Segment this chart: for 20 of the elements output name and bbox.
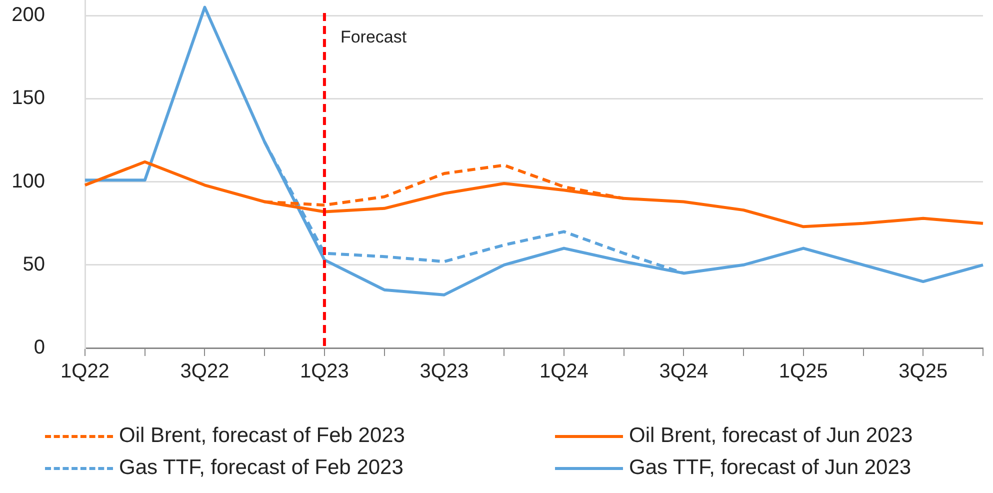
- line-series: [263, 140, 686, 275]
- legend-label: Gas TTF, forecast of Jun 2023: [629, 456, 912, 480]
- x-tick-label: 1Q23: [300, 360, 349, 383]
- y-tick-label: 200: [12, 4, 45, 26]
- y-tick-label: 150: [12, 87, 45, 110]
- y-tick-label: 100: [12, 170, 45, 192]
- x-tick-label: 3Q24: [659, 360, 708, 383]
- x-tick-label: 1Q22: [60, 360, 110, 383]
- x-tick-label: 3Q22: [180, 360, 230, 383]
- ref-line-label: Forecast: [340, 28, 407, 47]
- x-tick-label: 1Q24: [539, 360, 588, 383]
- x-tick-label: 1Q25: [778, 360, 828, 383]
- legend-label: Oil Brent, forecast of Feb 2023: [119, 424, 405, 448]
- line-series: [263, 164, 626, 207]
- x-tick-label: 3Q23: [420, 360, 469, 383]
- x-tick-label: 3Q25: [898, 360, 948, 383]
- y-tick-label: 50: [22, 253, 45, 276]
- y-tick-label: 0: [34, 336, 45, 359]
- legend-label: Gas TTF, forecast of Feb 2023: [119, 456, 404, 480]
- legend-label: Oil Brent, forecast of Jun 2023: [629, 424, 913, 448]
